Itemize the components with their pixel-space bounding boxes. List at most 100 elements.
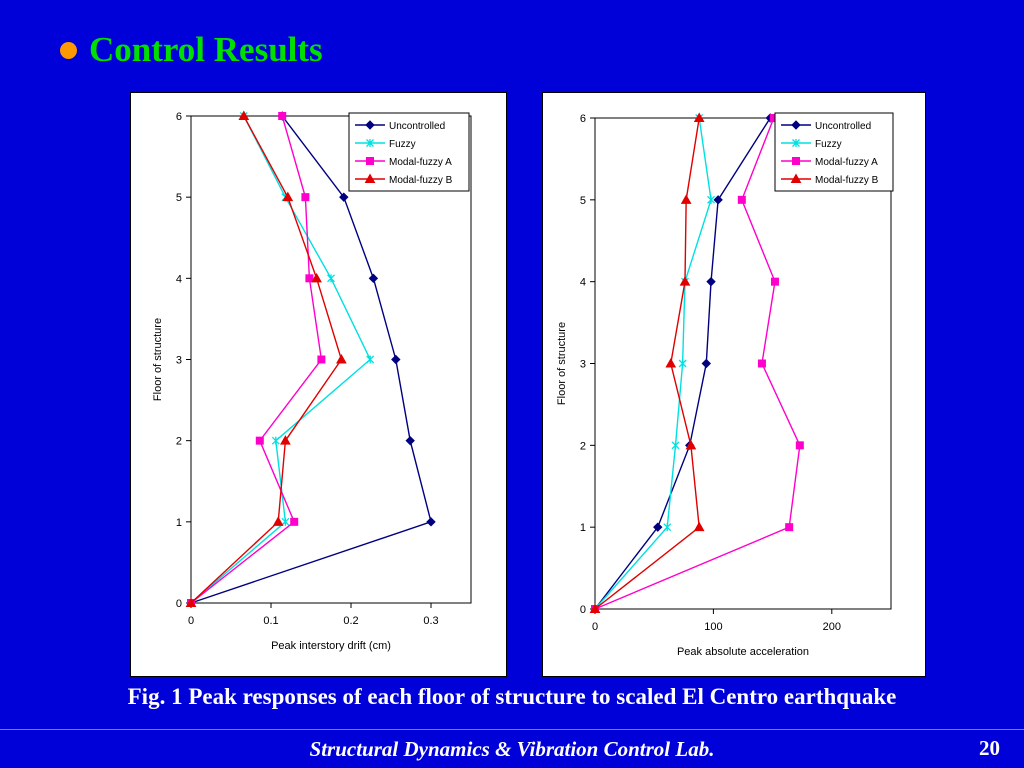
y-axis-label: Floor of structure	[556, 322, 568, 405]
data-point	[680, 194, 692, 204]
legend-marker	[790, 173, 802, 183]
x-tick-label: 200	[823, 621, 841, 633]
data-point	[280, 435, 291, 445]
data-point	[238, 110, 250, 120]
data-point	[282, 191, 294, 202]
figure-caption: Fig. 1 Peak responses of each floor of s…	[127, 684, 897, 709]
chart-absolute-acceleration: 0 1 2 3 4 5 6 0 100 200 Peak absolute acceleration…	[542, 92, 926, 677]
data-point	[290, 517, 299, 526]
y-tick-label: 3	[580, 359, 586, 371]
slide-title: Control Results	[60, 30, 323, 70]
data-point	[770, 277, 779, 286]
legend-label: Modal-fuzzy B	[389, 175, 453, 186]
legend-item: Modal-fuzzy A	[781, 157, 878, 168]
legend-item: Modal-fuzzy B	[355, 173, 453, 186]
data-point	[336, 353, 347, 364]
data-point	[589, 603, 601, 613]
data-point	[271, 436, 280, 445]
y-axis-label: Floor of structure	[152, 318, 164, 401]
y-tick-label: 4	[176, 273, 182, 285]
data-point	[278, 112, 287, 120]
y-tick-label: 2	[176, 436, 182, 448]
data-point	[317, 355, 326, 364]
legend-label: Uncontrolled	[389, 121, 445, 132]
data-point	[405, 435, 415, 446]
x-tick-label: 0	[188, 615, 194, 627]
legend-marker	[365, 120, 375, 130]
legend-label: Modal-fuzzy B	[815, 175, 879, 186]
x-tick-label: 0.2	[343, 615, 358, 627]
legend-marker	[792, 139, 800, 147]
legend-marker	[364, 173, 376, 183]
data-point	[757, 359, 766, 368]
data-point	[272, 516, 284, 526]
title-text: Control Results	[89, 30, 323, 69]
y-tick-label: 4	[580, 277, 586, 289]
data-point	[653, 522, 663, 532]
legend-item: Uncontrolled	[781, 120, 871, 132]
series-line	[594, 117, 700, 610]
series-modal-fuzzy-a	[591, 114, 804, 613]
chart-svg-left: 0 1 2 3 4 5 6 0 0.1 0.2 0.3 Peak interstory drift (…	[152, 110, 472, 652]
data-point	[706, 276, 716, 287]
legend-label: Fuzzy	[815, 139, 842, 150]
x-tick-label: 0.1	[263, 615, 278, 627]
data-point	[679, 276, 691, 286]
data-point	[713, 195, 723, 205]
data-point	[795, 441, 804, 450]
data-point	[701, 358, 712, 369]
data-point	[685, 439, 697, 450]
x-tick-label: 0	[592, 621, 598, 633]
legend-label: Modal-fuzzy A	[389, 157, 452, 168]
data-point	[301, 193, 310, 202]
chart-svg-right: 0 1 2 3 4 5 6 0 100 200 Peak absolute acceleration…	[556, 112, 894, 658]
series-modal-fuzzy-a	[187, 112, 326, 607]
data-point	[693, 521, 705, 532]
series-modal-fuzzy-b	[185, 110, 347, 607]
y-tick-label: 3	[176, 355, 182, 367]
x-tick-label: 100	[704, 621, 722, 633]
x-axis-label: Peak absolute acceleration	[677, 646, 809, 658]
data-point	[366, 355, 375, 364]
data-point	[426, 517, 436, 527]
data-point	[707, 195, 715, 204]
series-line	[594, 117, 712, 610]
data-point	[391, 354, 401, 365]
y-tick-label: 2	[580, 440, 586, 452]
data-point	[678, 359, 687, 368]
legend: Uncontrolled Fuzzy Modal-fuzzy A Modal-fuzz…	[774, 112, 894, 192]
y-tick-label: 1	[580, 522, 586, 534]
x-axis-label: Peak interstory drift (cm)	[271, 640, 391, 652]
data-point	[255, 436, 264, 445]
data-point	[339, 192, 349, 202]
data-point	[311, 272, 322, 283]
y-tick-label: 0	[176, 598, 182, 610]
bullet-icon	[60, 41, 77, 59]
legend-marker	[792, 157, 800, 165]
legend-item: Modal-fuzzy A	[355, 157, 452, 168]
y-tick-label: 6	[176, 111, 182, 123]
y-tick-label: 1	[176, 517, 182, 529]
data-point	[305, 274, 314, 283]
legend-marker	[366, 139, 374, 147]
x-tick-label: 0.3	[423, 615, 438, 627]
plot-area-frame	[594, 117, 892, 610]
footer-lab-name: Structural Dynamics & Vibration Control …	[309, 737, 715, 761]
series-fuzzy	[591, 114, 715, 613]
data-point	[368, 273, 379, 284]
y-tick-label: 5	[176, 192, 182, 204]
data-point	[671, 441, 680, 450]
data-point	[327, 274, 335, 283]
series-line	[190, 115, 323, 604]
legend: Uncontrolled Fuzzy Modal-fuzzy A Modal-fuzz…	[348, 112, 470, 192]
data-point	[663, 523, 672, 532]
data-point	[785, 523, 794, 532]
data-point	[693, 112, 705, 122]
y-tick-label: 5	[580, 195, 586, 207]
legend-item: Modal-fuzzy B	[781, 173, 879, 186]
legend-label: Fuzzy	[389, 139, 416, 150]
legend-marker	[366, 157, 374, 165]
series-line	[594, 117, 801, 610]
legend-label: Uncontrolled	[815, 121, 871, 132]
footer-divider	[0, 729, 1024, 730]
